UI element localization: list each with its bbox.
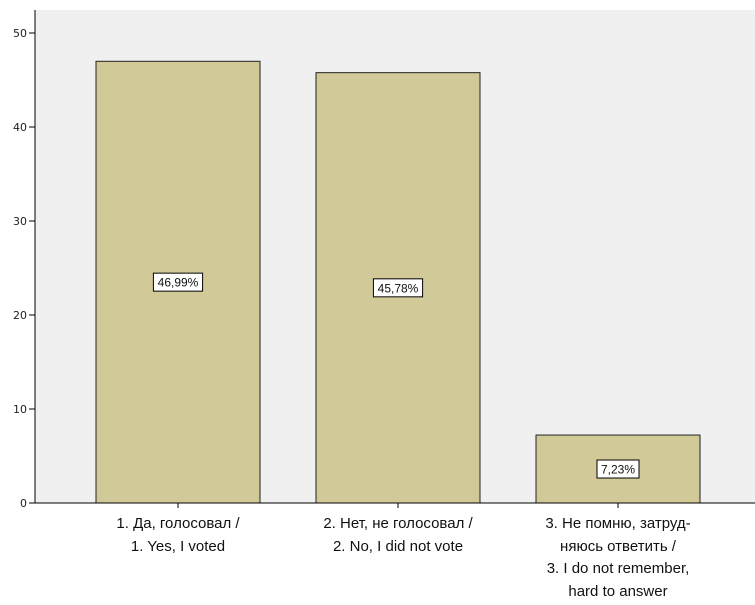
category-label: 2. Нет, не голосовал / xyxy=(323,515,473,532)
y-tick-label: 50 xyxy=(13,27,27,40)
category-label: 1. Да, голосовал / xyxy=(116,515,240,532)
y-tick-label: 20 xyxy=(13,309,27,322)
category-label: hard to answer xyxy=(568,583,667,600)
y-tick-label: 0 xyxy=(20,497,27,510)
data-label: 46,99% xyxy=(158,276,199,290)
y-tick-label: 40 xyxy=(13,121,27,134)
category-label: 2. No, I did not vote xyxy=(333,538,463,555)
y-tick-label: 30 xyxy=(13,215,27,228)
category-label: 3. Не помню, затруд- xyxy=(545,515,690,532)
category-label: няюсь ответить / xyxy=(560,538,677,555)
data-label-box xyxy=(152,272,204,292)
data-label: 7,23% xyxy=(601,463,635,477)
category-label: 1. Yes, I voted xyxy=(131,538,225,555)
y-tick-label: 10 xyxy=(13,403,27,416)
category-label: 3. I do not remember, xyxy=(547,560,690,577)
data-label: 45,78% xyxy=(378,281,419,295)
data-label-box xyxy=(596,459,640,479)
y-axis: 0 10 20 30 40 50 xyxy=(13,10,36,510)
bars: 46,99% 45,78% 7,23% xyxy=(95,60,701,504)
x-axis: 1. Да, голосовал / 1. Yes, I voted 2. Нет,… xyxy=(35,502,755,600)
data-label-box xyxy=(372,278,424,298)
